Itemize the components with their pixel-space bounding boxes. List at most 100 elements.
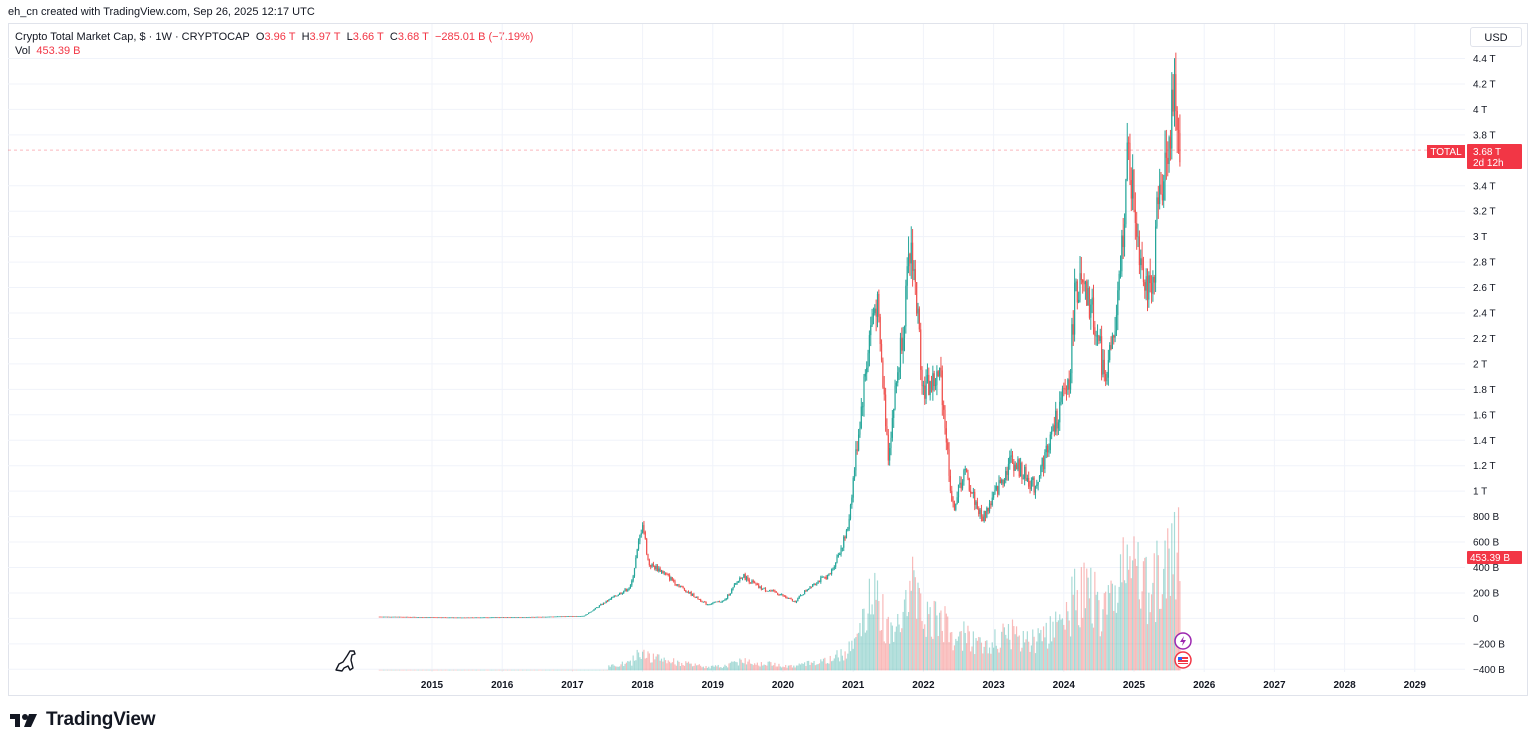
volume-bar — [485, 669, 487, 671]
volume-bar — [1028, 641, 1030, 671]
volume-bar — [404, 669, 406, 671]
lightning-event-icon[interactable] — [1174, 632, 1192, 650]
y-tick-label: −200 B — [1473, 639, 1505, 650]
candle-body — [482, 617, 484, 619]
candle-body — [706, 604, 708, 606]
candle-body — [1136, 222, 1138, 237]
volume-bar — [879, 630, 881, 671]
time-axis[interactable]: 2015 2016 2017 2018 2019 2020 2021 2022 2023 2024… — [421, 680, 1426, 691]
volume-bar — [559, 669, 561, 671]
candle-body — [394, 616, 397, 618]
dino-icon — [335, 650, 356, 672]
x-tick-label: 2028 — [1333, 680, 1356, 691]
volume-bar — [590, 669, 592, 671]
volume-bar — [588, 669, 590, 671]
volume-bar — [380, 669, 382, 671]
volume-bar — [741, 662, 744, 671]
volume-bar — [392, 669, 394, 671]
volume-bar — [1063, 624, 1065, 671]
candle-body — [970, 490, 972, 494]
candle-body — [613, 595, 615, 598]
y-tick-label: 1.6 T — [1473, 410, 1496, 421]
candle-body — [867, 353, 869, 368]
volume-bar — [998, 652, 1000, 671]
candle-body — [804, 590, 806, 595]
volume-bar — [516, 669, 518, 671]
candle-body — [528, 616, 530, 618]
volume-bar — [847, 653, 849, 671]
candle-body — [810, 586, 812, 588]
candle-body — [1079, 273, 1081, 300]
candle-body — [525, 617, 528, 618]
volume-bar — [420, 669, 422, 671]
volume-bar — [1096, 591, 1099, 671]
legend-vol-label[interactable]: Vol — [15, 45, 31, 57]
candle-body — [1156, 197, 1158, 227]
candle-body — [991, 497, 993, 505]
candle-body — [386, 616, 389, 618]
candle-body — [573, 616, 575, 617]
candle-body — [523, 617, 525, 618]
volume-bar — [447, 669, 449, 671]
volume-bar — [412, 669, 414, 671]
candle-body — [1125, 179, 1127, 225]
volume-bar — [1128, 569, 1130, 671]
volume-bar — [855, 637, 857, 671]
x-tick-label: 2020 — [772, 680, 795, 691]
candle-body — [876, 294, 879, 317]
volume-bar — [1045, 622, 1047, 671]
volume-bar — [524, 669, 526, 671]
candle-body — [866, 367, 868, 374]
volume-bar — [602, 669, 605, 671]
volume-bar — [1179, 581, 1181, 671]
volume-bar — [633, 660, 636, 671]
volume-bar — [667, 660, 669, 671]
candle-body — [606, 600, 609, 602]
candle-body — [419, 617, 421, 618]
volume-bar — [403, 669, 405, 671]
volume-bar — [818, 663, 821, 671]
volume-bar — [646, 657, 648, 671]
candle-body — [683, 588, 686, 591]
volume-bar — [558, 669, 560, 671]
volume-bar — [671, 662, 673, 671]
volume-bar — [1038, 633, 1041, 671]
candle-body — [902, 337, 904, 351]
brand-logo[interactable]: TradingView — [10, 709, 156, 731]
candle-body — [1137, 236, 1139, 238]
legend-symbol[interactable]: Crypto Total Market Cap, $ · 1W · CRYPTO… — [15, 31, 250, 43]
price-axis[interactable]: 4.4 T 4.2 T 4 T 3.8 T 3.4 T 3.2 T 3 T 2.8 T 2.6 … — [1473, 54, 1505, 676]
candle-body — [1115, 315, 1118, 332]
y-tick-label: −400 B — [1473, 665, 1505, 676]
candle-body — [1168, 137, 1170, 164]
candle-body — [1034, 486, 1037, 493]
candle-body — [783, 595, 785, 597]
candle-body — [682, 586, 684, 589]
volume-bar — [512, 669, 514, 671]
legend-low-label: L — [346, 31, 353, 43]
candle-body — [404, 616, 406, 618]
volume-bar — [1003, 627, 1005, 671]
volume-bar — [786, 667, 788, 671]
candle-body — [469, 617, 471, 619]
volume-bar — [851, 640, 853, 671]
candle-body — [579, 616, 582, 617]
candle-body — [529, 616, 532, 618]
y-tick-label: 3 T — [1473, 232, 1487, 243]
candle-body — [507, 617, 509, 618]
candle-body — [447, 617, 449, 619]
volume-bar — [644, 658, 646, 671]
candle-body — [443, 617, 445, 619]
volume-bar — [817, 664, 819, 671]
volume-bar — [450, 669, 452, 671]
volume-bar — [831, 661, 833, 671]
candle-body — [712, 602, 714, 604]
volume-bar — [669, 661, 671, 671]
volume-bar — [1044, 637, 1046, 671]
currency-button[interactable]: USD — [1470, 27, 1522, 47]
candle-body — [980, 509, 983, 517]
us-flag-event-icon[interactable] — [1174, 651, 1192, 669]
volume-bar — [428, 669, 430, 671]
candle-body — [999, 480, 1001, 484]
